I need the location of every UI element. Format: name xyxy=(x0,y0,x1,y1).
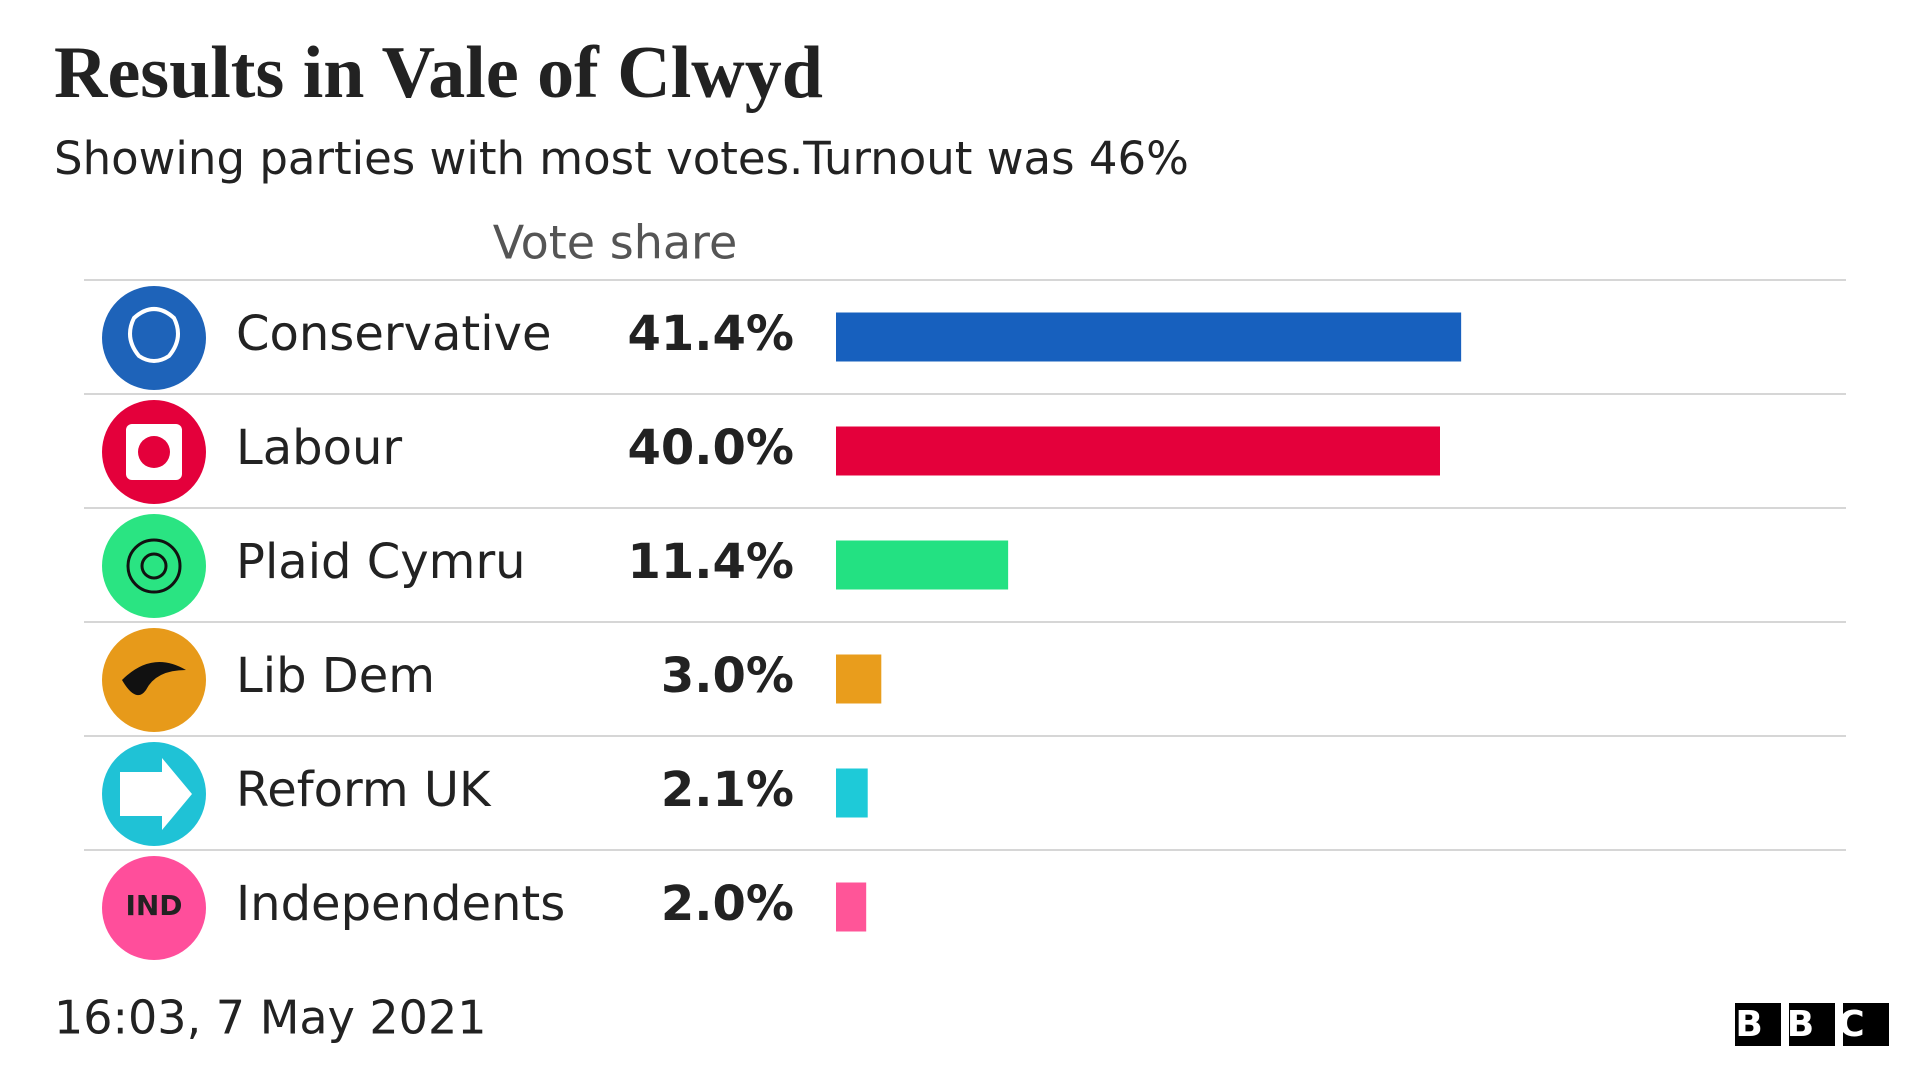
party-icon xyxy=(102,628,206,732)
logo-box xyxy=(1789,1003,1835,1046)
chart-subtitle: Showing parties with most votes.Turnout … xyxy=(54,132,1189,185)
category-label: Plaid Cymru xyxy=(236,534,526,590)
category-label: Reform UK xyxy=(236,762,492,818)
party-icon-arrow xyxy=(120,758,192,830)
party-icon-tree xyxy=(128,307,180,363)
party-icon xyxy=(102,514,206,618)
source-logo: BBC xyxy=(1735,1004,1888,1045)
column-header: Vote share xyxy=(493,216,738,270)
value-label: 2.1% xyxy=(661,762,794,818)
chart-title: Results in Vale of Clwyd xyxy=(54,32,823,114)
bar xyxy=(836,312,1462,362)
timestamp: 16:03, 7 May 2021 xyxy=(54,991,487,1045)
bar xyxy=(836,768,868,818)
category-label: Independents xyxy=(236,876,565,932)
bar xyxy=(836,882,867,932)
party-icons xyxy=(102,286,206,960)
bar xyxy=(836,654,882,704)
logo-box xyxy=(1843,1003,1889,1046)
category-label: Labour xyxy=(236,420,402,476)
party-icon-poppy xyxy=(126,538,182,594)
party-icon-rose xyxy=(138,436,170,468)
value-label: 41.4% xyxy=(627,306,794,362)
party-icon xyxy=(102,856,206,960)
party-icon-poppy xyxy=(140,552,168,580)
value-label: 3.0% xyxy=(661,648,794,704)
category-label: Conservative xyxy=(236,306,552,362)
party-icon-bird xyxy=(122,662,186,696)
party-icon xyxy=(102,286,206,390)
bar xyxy=(836,540,1009,590)
category-label: Lib Dem xyxy=(236,648,435,704)
bar xyxy=(836,426,1440,476)
value-label: 11.4% xyxy=(627,534,794,590)
value-label: 2.0% xyxy=(661,876,794,932)
value-label: 40.0% xyxy=(627,420,794,476)
logo-box xyxy=(1735,1003,1781,1046)
party-badge: IND xyxy=(125,889,182,922)
